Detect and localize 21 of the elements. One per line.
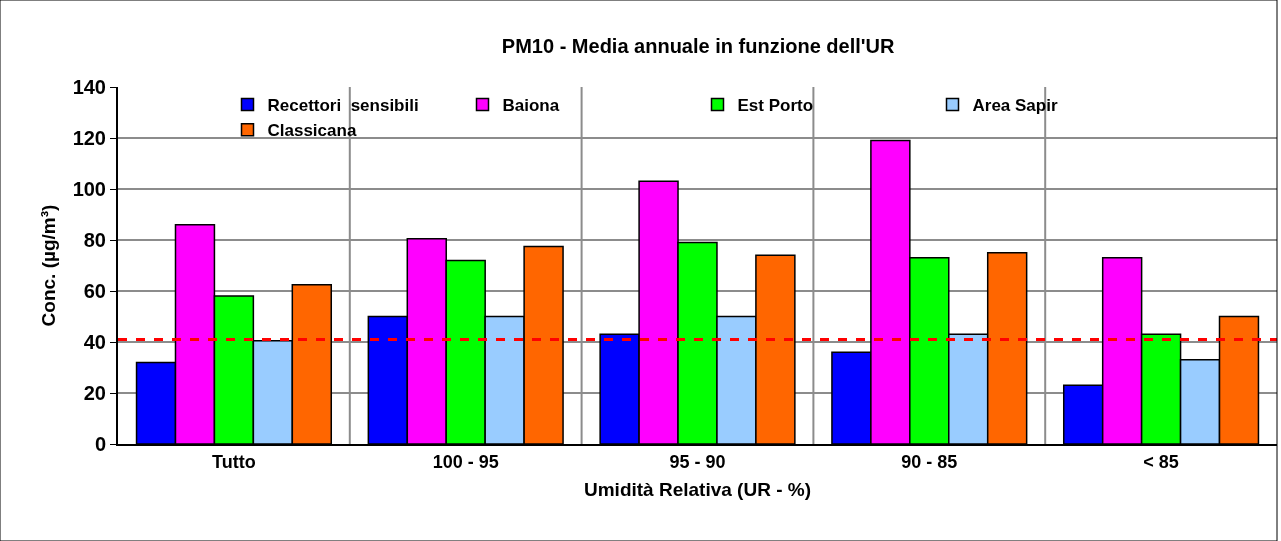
y-tick-label: 60 — [83, 280, 106, 302]
y-tick-label: 120 — [72, 127, 106, 149]
y-tick-label: 20 — [83, 382, 106, 404]
x-tick-label: 100 - 95 — [432, 451, 499, 472]
y-tick-label: 40 — [83, 331, 106, 353]
x-tick-label: < 85 — [1143, 451, 1179, 472]
y-tick-label: 140 — [72, 76, 106, 98]
legend-label: Area Sapir — [972, 96, 1058, 116]
legend-label: Est Porto — [737, 96, 814, 116]
x-tick-label: Tutto — [212, 451, 256, 472]
x-tick-label: 90 - 85 — [901, 451, 958, 472]
y-tick-label: 100 — [72, 178, 106, 200]
chart-title: PM10 - Media annuale in funzione dell'UR — [501, 34, 895, 57]
y-tick-label: 0 — [94, 433, 106, 455]
y-axis-title: Conc. (µg/m³) — [37, 204, 59, 327]
legend-label: Recettori sensibili — [267, 96, 419, 116]
legend-label: Baiona — [502, 96, 560, 116]
legend-label: Classicana — [267, 121, 357, 141]
y-tick-label: 80 — [83, 229, 106, 251]
x-axis-title: Umidità Relativa (UR - %) — [584, 478, 811, 500]
x-tick-label: 95 - 90 — [669, 451, 726, 472]
